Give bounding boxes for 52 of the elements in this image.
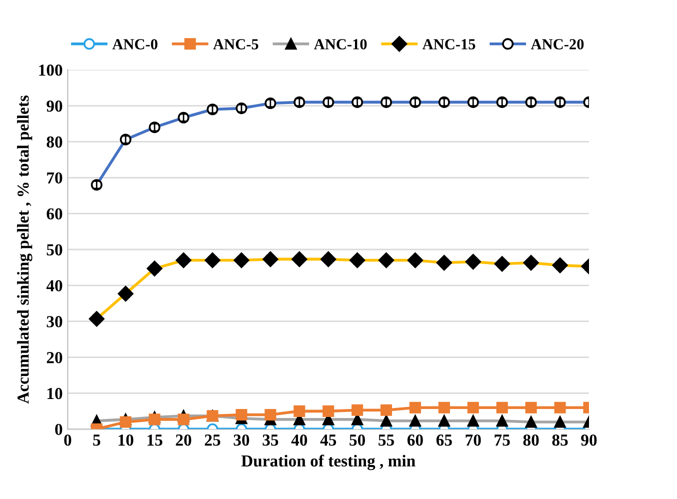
legend-label: ANC-0 (112, 39, 158, 50)
point (352, 404, 364, 416)
y-tick-label: 50 (46, 244, 62, 256)
x-tick-label: 75 (494, 434, 510, 446)
y-tick-label: 70 (47, 172, 62, 184)
point (409, 402, 421, 414)
point (525, 402, 537, 414)
y-tick-label: 40 (46, 280, 62, 292)
x-tick-label: 25 (204, 434, 220, 446)
x-tick-label: 20 (176, 434, 192, 446)
x-tick-label: 5 (93, 434, 100, 446)
x-tick-label: 90 (581, 434, 597, 446)
y-tick-label: 0 (55, 424, 62, 436)
legend-label: ANC-15 (422, 39, 476, 50)
x-tick-label: 85 (552, 434, 568, 446)
point (322, 405, 334, 417)
x-tick-label: 50 (350, 434, 366, 446)
y-axis-title: Accumulated sinking pellet , % total pellets (17, 96, 32, 404)
x-tick-label: 15 (148, 434, 162, 446)
x-tick-label: 55 (378, 434, 394, 446)
y-tick-label: 90 (46, 100, 62, 112)
point (178, 414, 190, 426)
x-tick-label: 30 (234, 434, 250, 446)
point (236, 409, 248, 421)
y-tick-label: 10 (48, 388, 62, 400)
point (554, 402, 566, 414)
x-tick-label: 40 (291, 434, 308, 446)
point (496, 402, 508, 414)
x-tick-label: 45 (320, 434, 336, 446)
x-tick-label: 65 (436, 434, 452, 446)
legend-label: ANC-10 (314, 39, 367, 50)
y-tick-label: 30 (46, 316, 62, 328)
y-tick-label: 80 (46, 136, 62, 148)
y-tick-label: 60 (46, 208, 62, 220)
point (294, 405, 306, 417)
x-tick-label: 35 (262, 434, 278, 446)
point (380, 404, 392, 416)
point (120, 416, 132, 428)
x-tick-label: 60 (407, 434, 423, 446)
x-tick-label: 10 (118, 434, 134, 446)
y-tick-label: 100 (39, 64, 62, 76)
x-tick-label: 70 (466, 434, 481, 446)
point (467, 402, 479, 414)
legend-label: ANC-20 (530, 39, 584, 50)
point (264, 409, 276, 421)
y-tick-label: 20 (46, 352, 62, 364)
legend-label: ANC-5 (213, 39, 258, 50)
point (148, 414, 160, 426)
x-tick-label: 0 (64, 434, 72, 446)
point (438, 402, 450, 414)
x-axis-title: Duration of testing , min (241, 454, 416, 470)
x-tick-label: 80 (523, 434, 539, 446)
